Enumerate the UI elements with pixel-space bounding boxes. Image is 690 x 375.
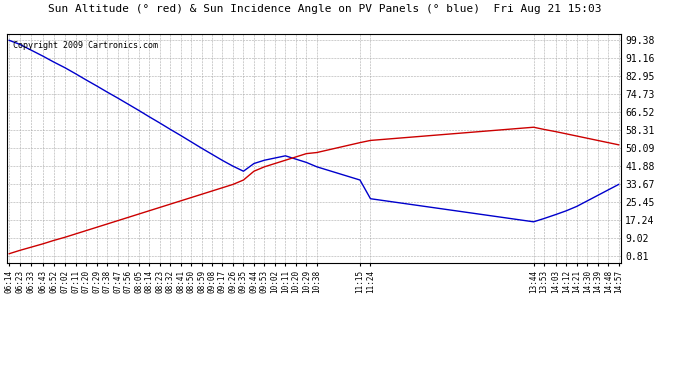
Text: Sun Altitude (° red) & Sun Incidence Angle on PV Panels (° blue)  Fri Aug 21 15:: Sun Altitude (° red) & Sun Incidence Ang…: [48, 4, 601, 14]
Text: Copyright 2009 Cartronics.com: Copyright 2009 Cartronics.com: [13, 40, 158, 50]
